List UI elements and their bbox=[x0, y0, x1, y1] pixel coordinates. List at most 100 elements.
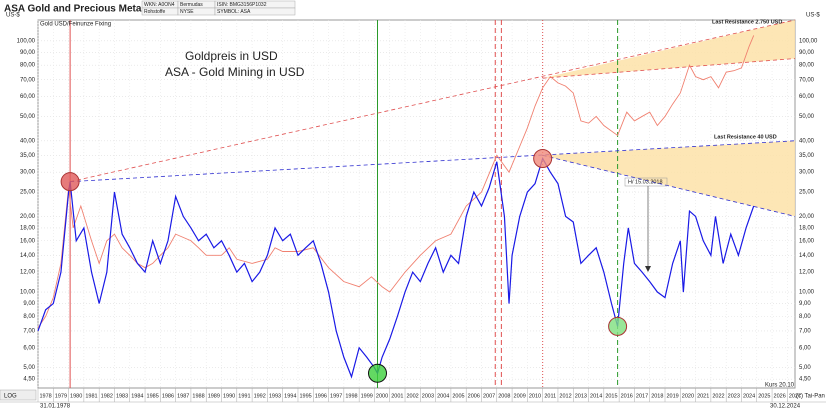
annotation: Last Resistance 2.750 USD bbox=[712, 19, 782, 25]
y2-tick-label: 9,00 bbox=[799, 301, 811, 307]
x-tick-label: 1991 bbox=[238, 393, 250, 399]
x-tick-label: 1994 bbox=[284, 393, 296, 399]
info-text: Bermudas bbox=[180, 2, 203, 8]
x-tick-label: 1984 bbox=[131, 393, 143, 399]
y2-tick-label: 50,00 bbox=[799, 114, 815, 120]
x-tick-label: 2023 bbox=[728, 393, 740, 399]
info-text: ISIN: BMG3156P1032 bbox=[217, 2, 267, 8]
date-start: 31.01.1978 bbox=[40, 404, 71, 410]
y-tick-label: 5,00 bbox=[23, 365, 35, 371]
gold-label: Gold USD/Feinunze Fixing bbox=[40, 22, 111, 28]
scale-box bbox=[0, 389, 37, 401]
resistance-zone bbox=[542, 20, 795, 79]
annotation: H/ 15.03.2018 bbox=[628, 179, 663, 185]
info-text: NYSE bbox=[180, 9, 194, 15]
y-tick-label: 20,00 bbox=[20, 214, 36, 220]
y2-tick-label: 10,00 bbox=[799, 290, 815, 296]
y-tick-label: 6,00 bbox=[23, 345, 35, 351]
y-tick-label: 35,00 bbox=[20, 153, 36, 159]
info-text: Rohstoffe bbox=[144, 9, 166, 15]
y-tick-label: 14,00 bbox=[20, 253, 36, 259]
x-tick-label: 2013 bbox=[575, 393, 587, 399]
x-tick-label: 2022 bbox=[712, 393, 724, 399]
x-tick-label: 1982 bbox=[101, 393, 113, 399]
y2-tick-label: 80,00 bbox=[799, 63, 815, 69]
y2-tick-label: 30,00 bbox=[799, 170, 815, 176]
x-tick-label: 2014 bbox=[590, 393, 602, 399]
x-tick-label: 2027 bbox=[789, 393, 801, 399]
legend-entry: Goldpreis in USD bbox=[185, 49, 278, 63]
highlight-circle bbox=[608, 316, 628, 336]
y-tick-label: 30,00 bbox=[20, 170, 36, 176]
x-tick-label: 2006 bbox=[468, 393, 480, 399]
x-tick-label: 2020 bbox=[682, 393, 694, 399]
y-tick-label: 70,00 bbox=[20, 77, 36, 83]
y-unit: US-$ bbox=[6, 13, 20, 19]
x-tick-label: 1997 bbox=[330, 393, 342, 399]
legend-entry: ASA - Gold Mining in USD bbox=[165, 65, 305, 79]
y-tick-label: 80,00 bbox=[20, 63, 36, 69]
x-tick-label: 1993 bbox=[269, 393, 281, 399]
y-tick-label: 90,00 bbox=[20, 50, 36, 56]
x-tick-label: 1985 bbox=[147, 393, 159, 399]
y2-tick-label: 35,00 bbox=[799, 153, 815, 159]
highlight-circle bbox=[60, 172, 80, 192]
x-tick-label: 1986 bbox=[162, 393, 174, 399]
x-tick-label: 2011 bbox=[544, 393, 556, 399]
trendline bbox=[70, 140, 796, 183]
y2-tick-label: 5,00 bbox=[799, 365, 811, 371]
y2-tick-label: 90,00 bbox=[799, 50, 815, 56]
y2-tick-label: 100,00 bbox=[799, 38, 818, 44]
annotation: Last Resistance 40 USD bbox=[714, 134, 777, 140]
x-tick-label: 2024 bbox=[743, 393, 755, 399]
x-tick-label: 2018 bbox=[651, 393, 663, 399]
highlight-circle bbox=[533, 149, 553, 169]
y-tick-label: 25,00 bbox=[20, 190, 36, 196]
y-tick-label: 4,50 bbox=[23, 377, 35, 383]
y-tick-label: 40,00 bbox=[20, 138, 36, 144]
trendline bbox=[542, 58, 796, 79]
x-tick-label: 1995 bbox=[299, 393, 311, 399]
y-tick-label: 16,00 bbox=[20, 238, 36, 244]
x-tick-label: 2010 bbox=[529, 393, 541, 399]
y2-tick-label: 60,00 bbox=[799, 94, 815, 100]
x-tick-label: 2000 bbox=[376, 393, 388, 399]
y2-tick-label: 40,00 bbox=[799, 138, 815, 144]
x-tick-label: 2007 bbox=[483, 393, 495, 399]
x-tick-label: 2025 bbox=[758, 393, 770, 399]
x-tick-label: 2008 bbox=[498, 393, 510, 399]
y-tick-label: 10,00 bbox=[20, 290, 36, 296]
x-tick-label: 2012 bbox=[559, 393, 571, 399]
x-tick-label: 1990 bbox=[223, 393, 235, 399]
header-title: ASA Gold and Precious Metals Ltd. bbox=[4, 4, 171, 15]
x-tick-label: 2001 bbox=[391, 393, 403, 399]
x-tick-label: 1999 bbox=[361, 393, 373, 399]
y2-tick-label: 16,00 bbox=[799, 238, 815, 244]
y2-tick-label: 8,00 bbox=[799, 314, 811, 320]
info-box bbox=[214, 7, 296, 16]
x-tick-label: 1992 bbox=[254, 393, 266, 399]
date-end: 30.12.2024 bbox=[770, 404, 801, 410]
info-text: WKN: A0ON4 bbox=[144, 2, 175, 8]
y2-tick-label: 20,00 bbox=[799, 214, 815, 220]
y2-unit: US-$ bbox=[806, 13, 820, 19]
x-tick-label: 2003 bbox=[422, 393, 434, 399]
x-tick-label: 2021 bbox=[697, 393, 709, 399]
y2-tick-label: 7,00 bbox=[799, 329, 811, 335]
x-tick-label: 1987 bbox=[177, 393, 189, 399]
y-tick-label: 12,00 bbox=[20, 270, 36, 276]
x-tick-label: 1979 bbox=[55, 393, 67, 399]
x-tick-label: 1981 bbox=[85, 393, 97, 399]
x-tick-label: 1996 bbox=[315, 393, 327, 399]
y2-tick-label: 4,50 bbox=[799, 377, 811, 383]
y2-tick-label: 70,00 bbox=[799, 77, 815, 83]
y2-tick-label: 14,00 bbox=[799, 253, 815, 259]
x-tick-label: 2016 bbox=[621, 393, 633, 399]
x-tick-label: 1988 bbox=[192, 393, 204, 399]
x-tick-label: 2002 bbox=[407, 393, 419, 399]
copyright: (c) Tai-Pan bbox=[796, 394, 825, 400]
y-tick-label: 9,00 bbox=[23, 301, 35, 307]
y-tick-label: 60,00 bbox=[20, 94, 36, 100]
annotation-box bbox=[624, 177, 668, 187]
